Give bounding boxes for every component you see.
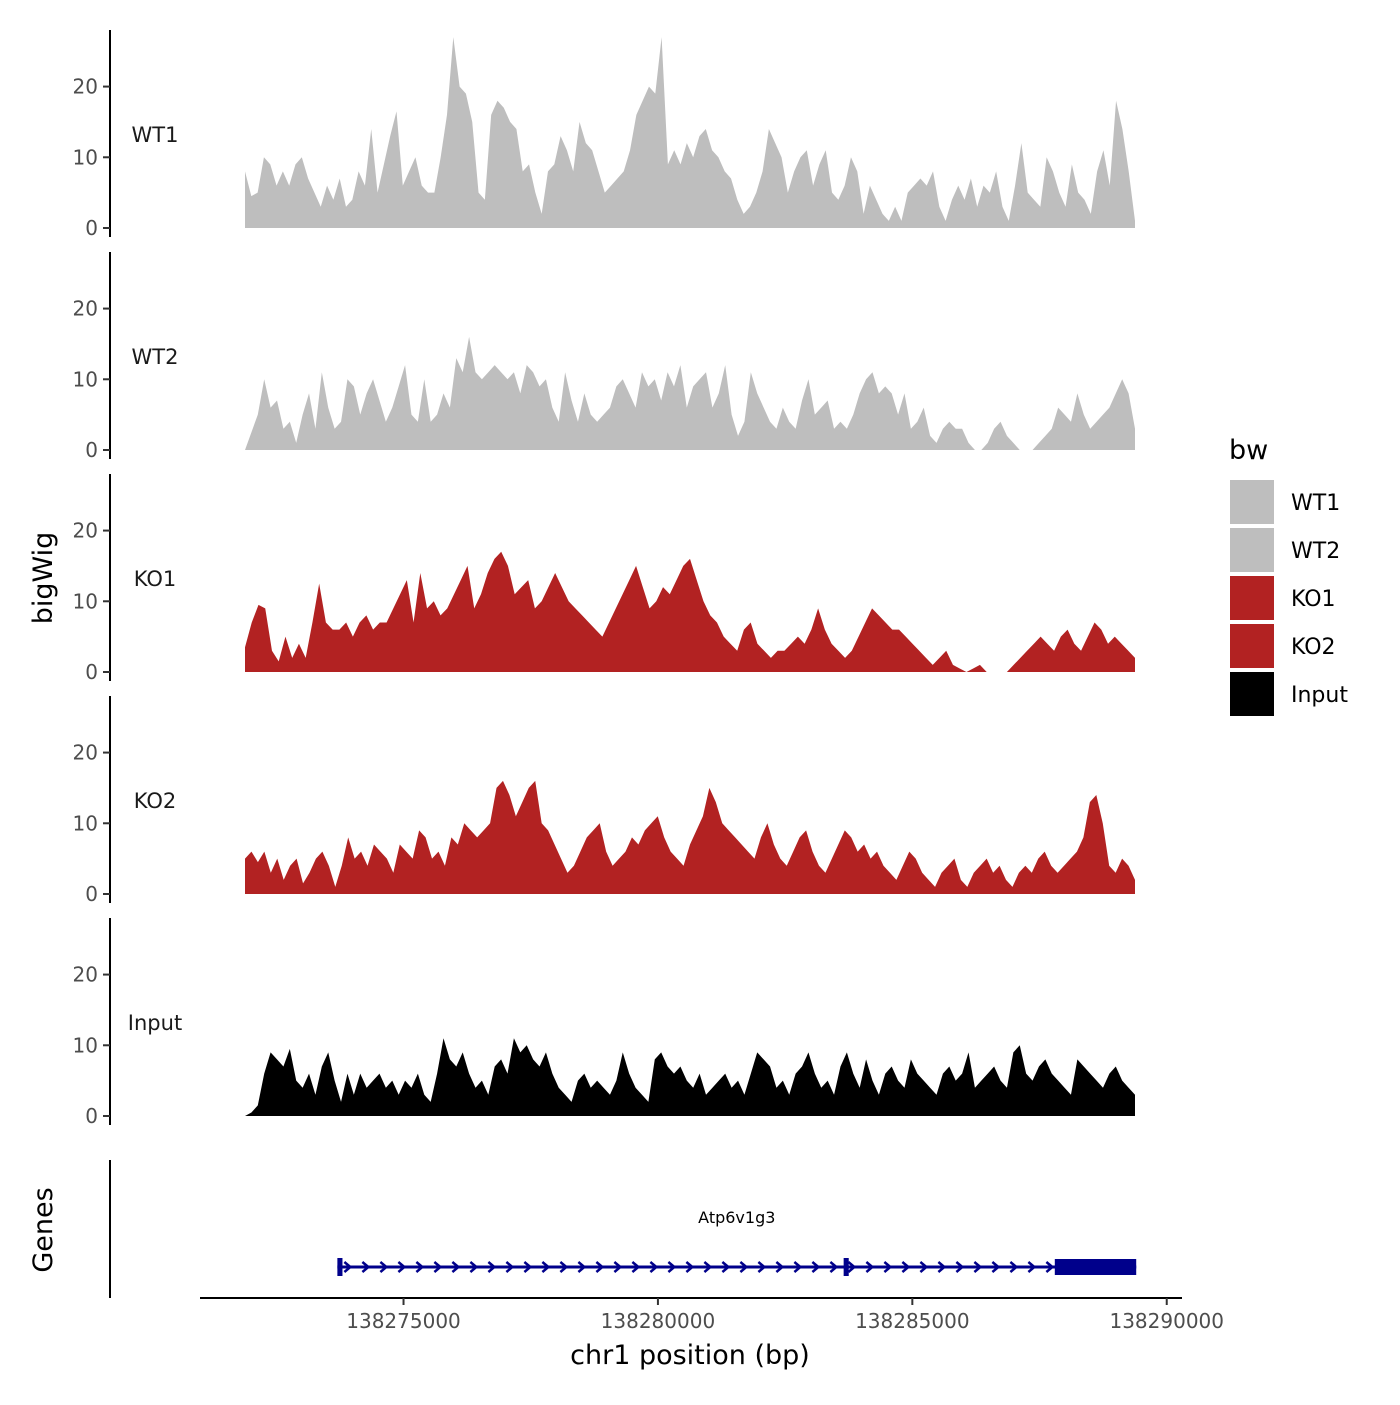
legend-key-ko1 — [1230, 576, 1274, 620]
strand-arrow — [865, 1261, 875, 1273]
y-tick-label: 10 — [73, 811, 98, 835]
strand-arrow — [343, 1261, 353, 1273]
y-tick-label: 20 — [73, 75, 98, 99]
legend-key-wt1 — [1230, 480, 1274, 524]
track-ko1: 0 10 20 KO1 — [73, 474, 1135, 684]
track-input: 0 10 20 Input — [73, 918, 1135, 1128]
strand-arrow — [649, 1261, 659, 1273]
legend-title: bw — [1229, 435, 1268, 466]
coverage-area-ko2 — [245, 780, 1135, 894]
strand-arrow — [721, 1261, 731, 1273]
strand-arrow — [631, 1261, 641, 1273]
y-tick-label: 0 — [85, 660, 98, 684]
strand-arrow — [847, 1261, 857, 1273]
legend-key-wt2 — [1230, 528, 1274, 572]
legend-label-wt2: WT2 — [1291, 539, 1340, 564]
strand-arrow — [505, 1261, 515, 1273]
x-tick-label: 138285000 — [855, 1309, 970, 1333]
coverage-area-ko1 — [245, 551, 1135, 672]
y-tick-label: 20 — [73, 519, 98, 543]
strand-arrow — [973, 1261, 983, 1273]
strand-arrow — [883, 1261, 893, 1273]
strand-arrow — [991, 1261, 1001, 1273]
track-label-wt1: WT1 — [132, 123, 179, 147]
y-tick-label: 0 — [85, 216, 98, 240]
strand-arrow — [559, 1261, 569, 1273]
strand-arrow — [379, 1261, 389, 1273]
track-label-ko1: KO1 — [134, 567, 177, 591]
strand-arrow — [577, 1261, 587, 1273]
strand-arrow — [829, 1261, 839, 1273]
strand-arrow — [361, 1261, 371, 1273]
legend-label-ko2: KO2 — [1291, 635, 1336, 660]
track-ko2: 0 10 20 KO2 — [73, 696, 1135, 906]
strand-arrow — [775, 1261, 785, 1273]
strand-arrow — [1009, 1261, 1019, 1273]
strand-arrow — [811, 1261, 821, 1273]
strand-arrow — [451, 1261, 461, 1273]
y-tick-label: 20 — [73, 297, 98, 321]
y-axis-title: bigWig — [28, 532, 59, 625]
strand-arrow — [739, 1261, 749, 1273]
strand-arrow — [955, 1261, 965, 1273]
gene-exon — [1054, 1259, 1137, 1275]
strand-arrow — [397, 1261, 407, 1273]
strand-arrow — [793, 1261, 803, 1273]
y-tick-label: 0 — [85, 1104, 98, 1128]
track-wt2: 0 10 20 WT2 — [73, 252, 1135, 462]
strand-arrow — [937, 1261, 947, 1273]
tracks-layer: 0 10 20 WT1 0 10 20 WT2 0 10 20 KO1 0 10 20 KO2 0 10 20 Inp… — [73, 30, 1135, 1128]
y-tick-label: 20 — [73, 963, 98, 987]
strand-arrow — [757, 1261, 767, 1273]
strand-arrow — [667, 1261, 677, 1273]
legend-label-input: Input — [1291, 683, 1348, 708]
legend-key-ko2 — [1230, 624, 1274, 668]
legend-label-wt1: WT1 — [1291, 491, 1340, 516]
strand-arrow — [523, 1261, 533, 1273]
strand-arrow — [541, 1261, 551, 1273]
genes-axis-title: Genes — [28, 1187, 59, 1272]
genes-track: Genes Atp6v1g3 — [28, 1160, 1137, 1298]
strand-arrow — [685, 1261, 695, 1273]
y-tick-label: 0 — [85, 438, 98, 462]
legend-key-input — [1230, 672, 1274, 716]
coverage-area-wt2 — [245, 336, 1135, 450]
y-tick-label: 10 — [73, 589, 98, 613]
y-tick-label: 10 — [73, 145, 98, 169]
strand-arrow — [1045, 1261, 1055, 1273]
track-label-wt2: WT2 — [132, 345, 179, 369]
strand-arrow — [1027, 1261, 1037, 1273]
gene-name-label: Atp6v1g3 — [698, 1208, 775, 1227]
strand-arrow — [469, 1261, 479, 1273]
strand-arrow — [415, 1261, 425, 1273]
strand-arrow — [919, 1261, 929, 1273]
legend-label-ko1: KO1 — [1291, 587, 1336, 612]
track-label-ko2: KO2 — [134, 789, 177, 813]
x-axis: 138275000 138280000 138285000 138290000 — [200, 1297, 1224, 1333]
y-tick-label: 10 — [73, 1033, 98, 1057]
coverage-area-wt1 — [245, 37, 1135, 228]
gene-exon — [843, 1258, 849, 1276]
x-axis-title: chr1 position (bp) — [570, 1340, 810, 1371]
track-label-input: Input — [128, 1011, 182, 1035]
strand-arrow — [901, 1261, 911, 1273]
coverage-area-input — [245, 1038, 1135, 1116]
gene-exon — [337, 1258, 343, 1276]
track-wt1: 0 10 20 WT1 — [73, 30, 1135, 240]
strand-arrow — [595, 1261, 605, 1273]
x-tick-label: 138290000 — [1109, 1309, 1224, 1333]
strand-arrow — [433, 1261, 443, 1273]
y-tick-label: 10 — [73, 367, 98, 391]
gene-atp6v1g3: Atp6v1g3 — [337, 1208, 1137, 1276]
strand-arrow — [487, 1261, 497, 1273]
strand-arrow — [613, 1261, 623, 1273]
x-tick-label: 138280000 — [601, 1309, 716, 1333]
y-tick-label: 0 — [85, 882, 98, 906]
y-tick-label: 20 — [73, 741, 98, 765]
x-tick-label: 138275000 — [346, 1309, 461, 1333]
legend: bw WT1 WT2 KO1 KO2 Input — [1229, 435, 1348, 716]
strand-arrow — [703, 1261, 713, 1273]
